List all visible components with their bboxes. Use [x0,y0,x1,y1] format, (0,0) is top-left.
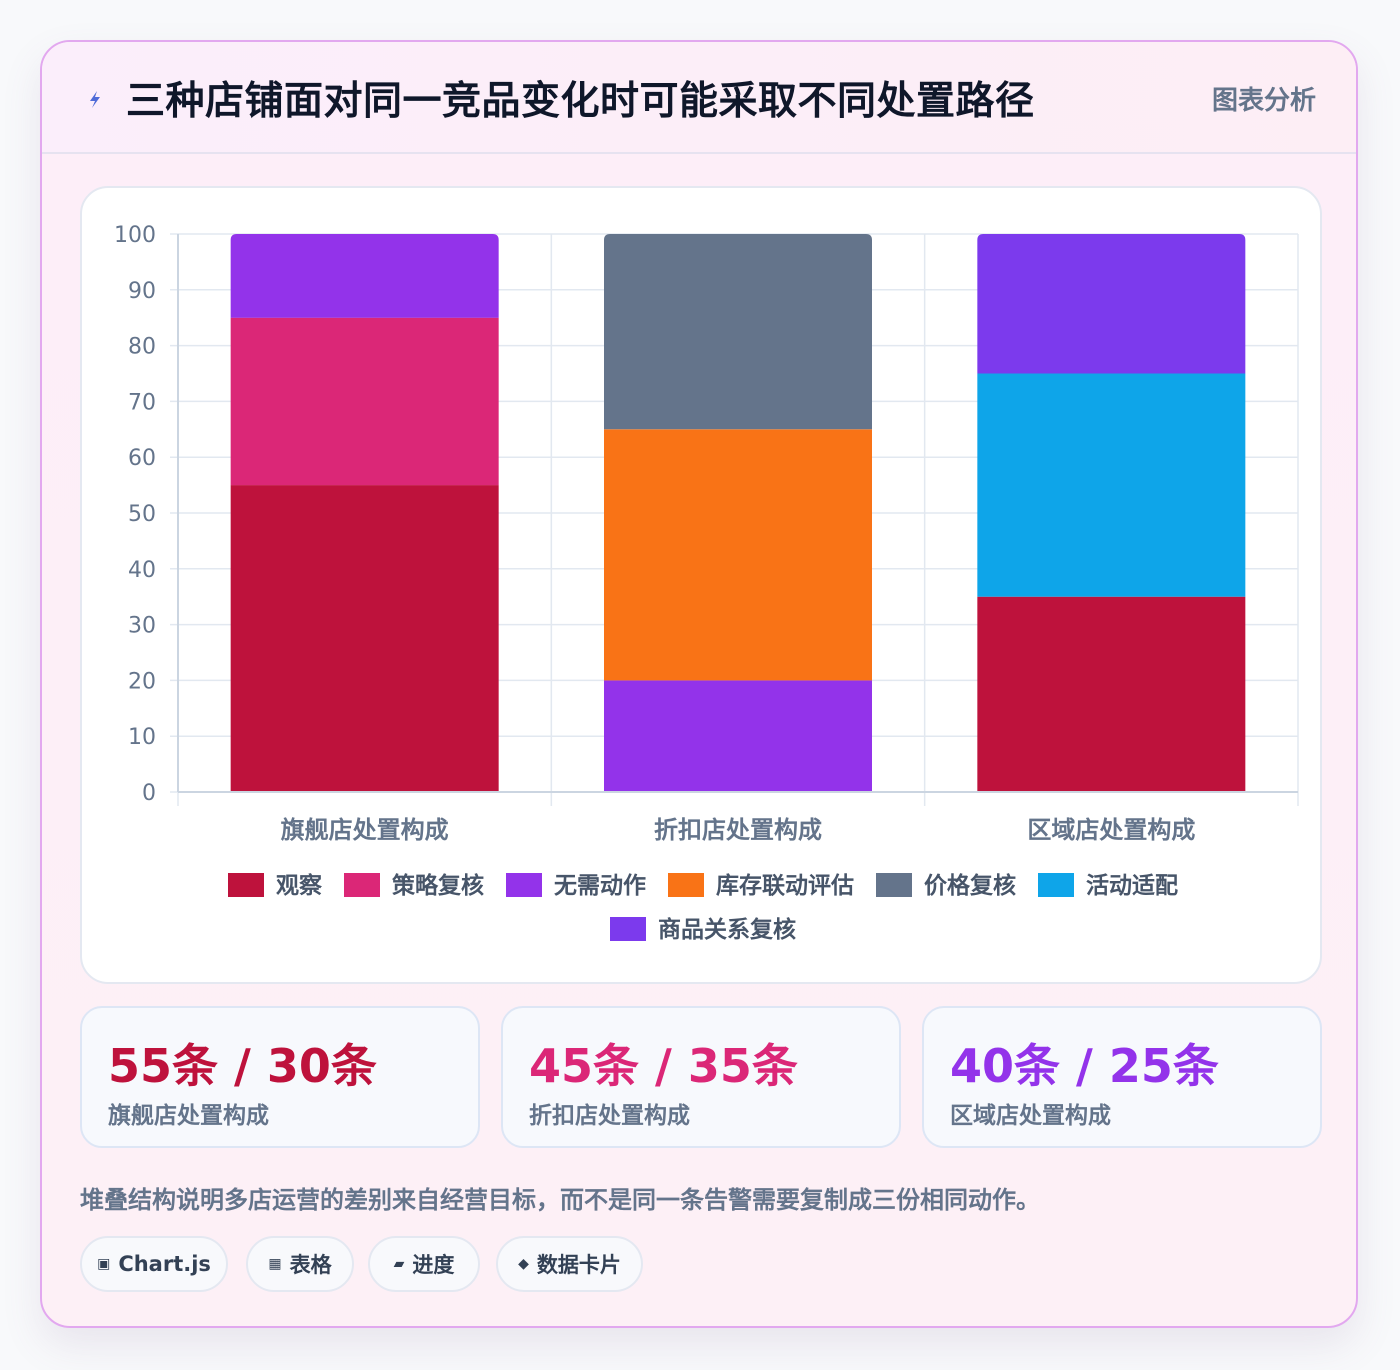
chip-label: 数据卡片 [536,1253,621,1277]
stat-value: 45条 / 35条 [529,1039,798,1093]
chip-label: Chart.js [118,1252,211,1276]
y-tick-label: 70 [128,390,156,415]
legend-item: 策略复核 [344,872,484,899]
stat-card-discount: 45条 / 35条 折扣店处置构成 [501,1006,901,1148]
stats-row: 55条 / 30条 旗舰店处置构成 45条 / 35条 折扣店处置构成 40条 … [80,1006,1322,1148]
y-tick-label: 100 [114,223,156,248]
bar-segment [604,234,872,430]
legend-item: 观察 [228,872,323,899]
bar-segment [230,485,499,792]
legend-item: 活动适配 [1038,873,1178,899]
y-tick-label: 50 [128,502,156,527]
y-tick-label: 0 [142,781,156,806]
stat-label: 旗舰店处置构成 [108,1103,269,1129]
y-tick-label: 80 [128,335,156,360]
x-tick-label: 旗舰店处置构成 [281,816,449,844]
bar-segment [230,317,499,486]
legend-item: 价格复核 [876,872,1016,899]
legend-swatch [610,917,646,941]
chart-analysis-tag: 图表分析 [1211,86,1316,116]
legend-item: 无需动作 [506,873,646,899]
lightning-icon [90,91,100,108]
legend-swatch [876,873,912,897]
chart-icon: ▣ [97,1256,111,1272]
progress-icon: ▰ [393,1256,405,1272]
chart-panel: 0 10 20 30 40 50 60 70 80 90 100 旗舰店处置构成 折扣店处置构成 区域店处… [80,186,1322,984]
page-title: 三种店铺面对同一竞品变化时可能采取不同处置路径 [126,79,1035,124]
y-tick-label: 40 [128,558,156,583]
bar-segment [604,680,872,792]
legend-label: 商品关系复核 [658,916,796,943]
legend-label: 库存联动评估 [716,872,854,899]
legend-swatch [344,873,380,897]
legend-swatch [1038,873,1074,897]
stat-value: 55条 / 30条 [108,1039,377,1093]
stat-card-flagship: 55条 / 30条 旗舰店处置构成 [80,1006,480,1148]
stat-value: 40条 / 25条 [950,1039,1219,1093]
chip-data-card[interactable]: ◆ 数据卡片 [496,1236,643,1292]
bar-segment [977,373,1246,597]
chart-card: 三种店铺面对同一竞品变化时可能采取不同处置路径 图表分析 0 10 20 30 40 50… [40,40,1358,1328]
legend-label: 活动适配 [1086,873,1178,899]
stacked-bar-chart: 0 10 20 30 40 50 60 70 80 90 100 旗舰店处置构成 折扣店处置构成 区域店处… [114,223,1299,943]
table-icon: ▦ [268,1256,282,1272]
chip-progress[interactable]: ▰ 进度 [368,1236,480,1292]
legend-swatch [228,873,264,897]
legend-label: 观察 [276,872,323,899]
card-header: 三种店铺面对同一竞品变化时可能采取不同处置路径 图表分析 [42,42,1356,154]
legend-swatch [668,873,704,897]
chip-table[interactable]: ▦ 表格 [246,1236,354,1292]
chip-label: 表格 [289,1253,332,1277]
bar-segment [230,234,499,318]
y-tick-label: 90 [128,279,156,304]
x-tick-label: 区域店处置构成 [1027,816,1195,844]
y-tick-label: 60 [128,446,156,471]
chart-description: 堆叠结构说明多店运营的差别来自经营目标，而不是同一条告警需要复制成三份相同动作。 [80,1186,1040,1214]
legend-swatch [506,873,542,897]
bar-segment [977,234,1246,374]
legend-item: 库存联动评估 [668,872,854,899]
bar-segment [977,596,1246,792]
legend-label: 无需动作 [554,873,646,899]
y-tick-label: 20 [128,669,156,694]
stat-label: 折扣店处置构成 [529,1103,690,1129]
chip-label: 进度 [412,1253,455,1277]
legend-label: 策略复核 [392,872,484,899]
y-tick-label: 30 [128,614,156,639]
bar-segment [604,429,872,681]
stat-label: 区域店处置构成 [950,1103,1111,1129]
card-icon: ◆ [518,1256,529,1272]
stat-card-regional: 40条 / 25条 区域店处置构成 [922,1006,1322,1148]
legend-label: 价格复核 [924,872,1016,899]
y-tick-label: 10 [128,725,156,750]
x-tick-label: 折扣店处置构成 [654,816,822,844]
legend-item: 商品关系复核 [610,916,796,943]
chip-chartjs[interactable]: ▣ Chart.js [80,1236,228,1292]
